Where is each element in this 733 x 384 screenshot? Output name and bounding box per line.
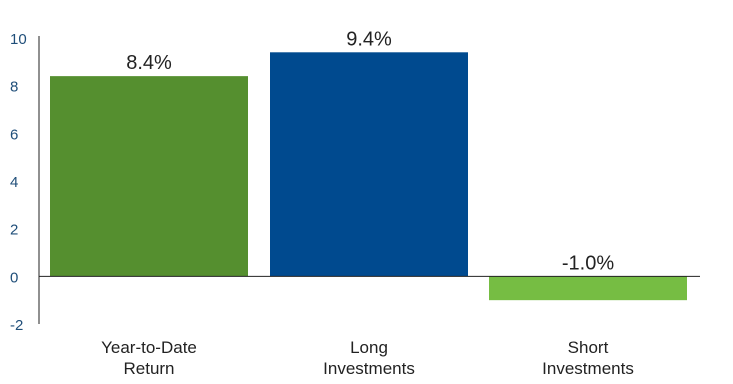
category-label: Long Investments [323, 338, 415, 378]
category-label-line: Long [350, 338, 388, 357]
data-labels: 8.4% 9.4% -1.0% [126, 28, 614, 274]
category-label-line: Investments [323, 359, 415, 378]
category-label-line: Investments [542, 359, 634, 378]
data-label: 9.4% [346, 28, 392, 50]
category-label-line: Return [123, 359, 174, 378]
bar [50, 76, 248, 277]
y-axis: 10 8 6 4 2 0 -2 [10, 31, 27, 334]
data-label: -1.0% [562, 252, 614, 274]
bar [270, 52, 468, 277]
bars [50, 52, 687, 301]
data-label: 8.4% [126, 52, 172, 74]
x-axis-labels: Year-to-Date Return Long Investments Short In… [101, 338, 634, 378]
y-tick-label: 8 [10, 79, 18, 96]
y-tick-label: 0 [10, 269, 18, 286]
y-tick-label: 2 [10, 222, 18, 239]
y-tick-label: -2 [10, 317, 23, 334]
y-tick-label: 4 [10, 174, 18, 191]
y-tick-label: 10 [10, 31, 27, 48]
category-label: Short Investments [542, 338, 634, 378]
category-label-line: Year-to-Date [101, 338, 197, 357]
category-label: Year-to-Date Return [101, 338, 197, 378]
category-label-line: Short [568, 338, 609, 357]
bar [489, 276, 687, 301]
y-tick-label: 6 [10, 126, 18, 143]
